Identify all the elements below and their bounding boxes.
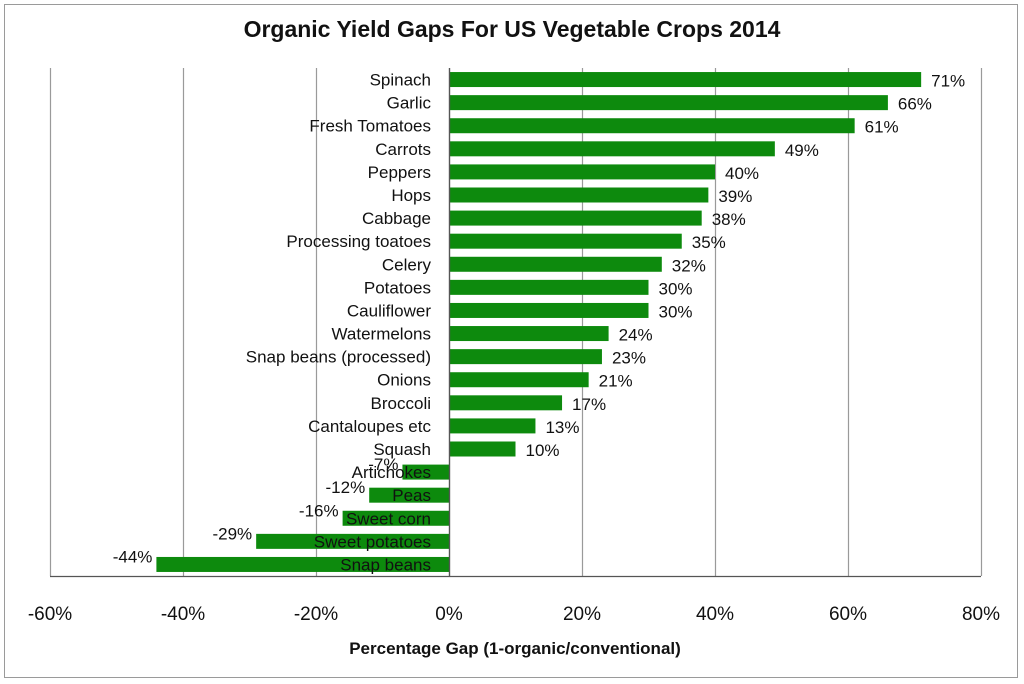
bar — [449, 95, 888, 111]
category-label: Snap beans — [340, 555, 431, 574]
category-label: Garlic — [387, 94, 432, 113]
bar — [449, 395, 563, 411]
bar — [449, 302, 649, 318]
x-tick-label: 80% — [962, 604, 1000, 625]
category-label: Sweet potatoes — [314, 532, 431, 551]
bar — [449, 326, 609, 342]
category-label: Snap beans (processed) — [246, 348, 431, 367]
value-label: 30% — [659, 302, 693, 321]
value-label: 13% — [545, 418, 579, 437]
value-label: -44% — [113, 547, 153, 566]
category-label: Cauliflower — [347, 301, 431, 320]
bar — [449, 418, 536, 434]
category-label: Peppers — [368, 163, 431, 182]
value-label: 71% — [931, 72, 965, 91]
value-label: -7% — [368, 455, 398, 474]
value-label: 61% — [865, 118, 899, 137]
category-label: Broccoli — [371, 394, 431, 413]
value-label: -16% — [299, 501, 339, 520]
category-label: Celery — [382, 255, 432, 274]
bar — [449, 349, 602, 365]
bar — [449, 210, 702, 226]
value-label: 66% — [898, 95, 932, 114]
bar — [449, 256, 662, 272]
x-tick-label: 20% — [563, 604, 601, 625]
bar — [402, 464, 449, 480]
category-label: Carrots — [375, 140, 431, 159]
bar — [369, 487, 449, 503]
bar — [449, 72, 922, 88]
category-label: Fresh Tomatoes — [309, 117, 431, 136]
bar — [449, 141, 775, 157]
bar — [156, 556, 449, 572]
bar — [449, 441, 516, 457]
value-label: 32% — [672, 256, 706, 275]
value-label: 10% — [526, 441, 560, 460]
category-label: Spinach — [370, 71, 431, 90]
value-label: 40% — [725, 164, 759, 183]
value-label: 17% — [572, 395, 606, 414]
x-tick-label: 40% — [696, 604, 734, 625]
value-label: 39% — [718, 187, 752, 206]
value-label: 23% — [612, 349, 646, 368]
bar — [449, 118, 855, 134]
x-axis-label: Percentage Gap (1-organic/conventional) — [349, 639, 681, 658]
bar — [449, 164, 715, 180]
category-label: Hops — [391, 186, 431, 205]
category-label: Onions — [377, 371, 431, 390]
category-label: Squash — [373, 440, 431, 459]
category-label: Sweet corn — [346, 509, 431, 528]
chart-title: Organic Yield Gaps For US Vegetable Crop… — [243, 16, 781, 42]
x-tick-label: -40% — [161, 604, 205, 625]
category-label: Watermelons — [331, 325, 431, 344]
value-label: 24% — [619, 326, 653, 345]
bar — [449, 187, 709, 203]
bar — [256, 533, 449, 549]
value-label: -12% — [326, 478, 366, 497]
x-tick-label: -20% — [294, 604, 338, 625]
bar — [449, 233, 682, 249]
bar — [342, 510, 449, 526]
value-label: 49% — [785, 141, 819, 160]
category-label: Processing toatoes — [286, 232, 431, 251]
x-tick-label: 60% — [829, 604, 867, 625]
x-tick-label: 0% — [435, 604, 463, 625]
category-label: Cabbage — [362, 209, 431, 228]
x-tick-label: -60% — [28, 604, 72, 625]
category-label: Cantaloupes etc — [308, 417, 431, 436]
value-label: 35% — [692, 233, 726, 252]
value-label: -29% — [212, 524, 252, 543]
category-label: Potatoes — [364, 278, 431, 297]
bar — [449, 372, 589, 388]
category-label: Artichokes — [352, 463, 431, 482]
value-label: 38% — [712, 210, 746, 229]
bar — [449, 279, 649, 295]
value-label: 30% — [659, 279, 693, 298]
value-label: 21% — [599, 372, 633, 391]
category-label: Peas — [392, 486, 431, 505]
